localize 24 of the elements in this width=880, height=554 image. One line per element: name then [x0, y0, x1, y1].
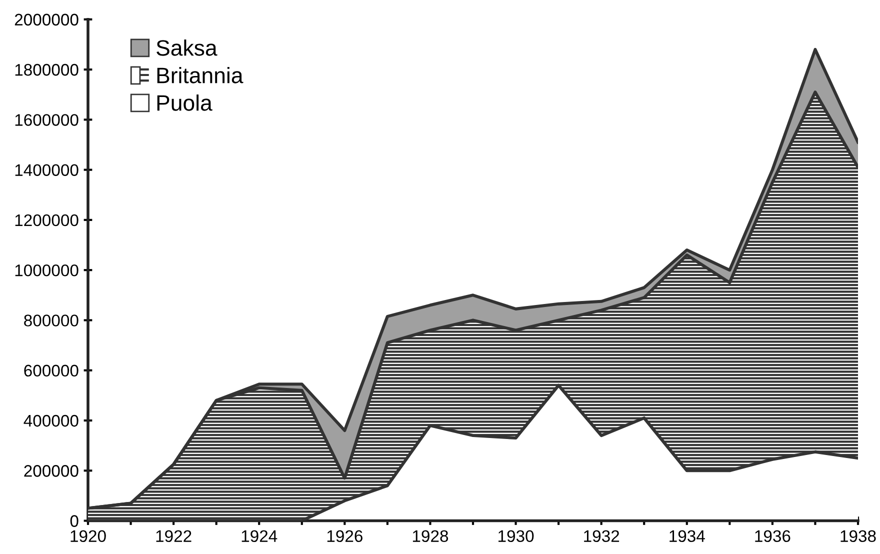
x-tick-label: 1930	[498, 530, 534, 542]
x-tick-label: 1928	[412, 530, 448, 542]
y-tick-label: 1200000	[15, 214, 78, 226]
legend-label: Puola	[157, 94, 212, 111]
y-tick-label: 0	[70, 515, 78, 527]
legend-label: Saksa	[156, 40, 218, 56]
x-tick-label: 1936	[755, 530, 790, 542]
y-tick-label: 2000000	[14, 14, 78, 26]
x-tick-label: 1926	[327, 530, 362, 542]
y-tick-label: 200000	[24, 465, 78, 477]
x-tick-label: 1938	[840, 530, 876, 542]
x-tick-label: 1924	[242, 530, 278, 542]
x-tick-label: 1932	[584, 530, 620, 542]
x-tick-label: 1920	[70, 530, 106, 542]
y-tick-label: 1400000	[15, 164, 78, 176]
y-tick-label: 600000	[24, 364, 78, 377]
y-tick-label: 800000	[24, 314, 78, 326]
y-tick-label: 1800000	[15, 64, 78, 76]
x-tick-label: 1922	[156, 530, 192, 542]
y-tick-label: 1000000	[15, 264, 78, 276]
x-tick-label: 1934	[670, 530, 705, 542]
y-tick-label: 1600000	[15, 114, 78, 126]
y-tick-label: 400000	[24, 414, 78, 427]
legend-label: Britannia	[157, 67, 244, 84]
